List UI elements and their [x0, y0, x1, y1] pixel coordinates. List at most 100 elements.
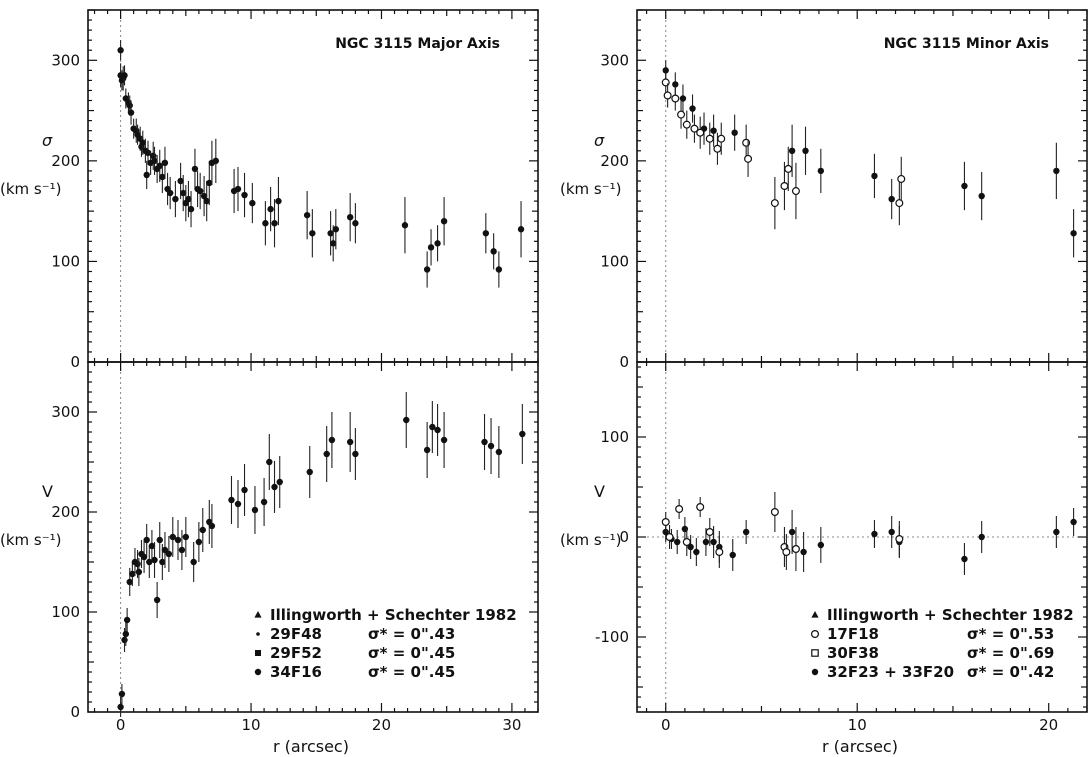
data-point [195, 538, 203, 546]
data-point [519, 430, 526, 438]
legend-sigma: σ* = 0".42 [967, 663, 1054, 681]
data-point [802, 147, 809, 154]
data-point [174, 536, 182, 544]
data-point [159, 173, 166, 181]
y-tick-label: 200 [51, 503, 80, 521]
data-point [271, 220, 278, 227]
chart-title: NGC 3115 Major Axis [335, 36, 500, 52]
y-tick-label: 0 [619, 353, 629, 371]
y-tick-label: 300 [51, 403, 80, 421]
legend-sigma: σ* = 0".45 [368, 663, 455, 681]
data-point [495, 266, 503, 273]
data-point [696, 503, 705, 512]
data-point [148, 542, 156, 550]
data-point [143, 536, 150, 544]
data-point [663, 91, 672, 100]
data-point [135, 568, 143, 576]
data-point [306, 468, 313, 476]
data-point [791, 544, 800, 553]
data-point [817, 167, 825, 175]
x-tick-label: 0 [116, 716, 126, 734]
y-tick-label: 0 [619, 528, 629, 546]
legend-marker [255, 650, 261, 656]
data-point [710, 127, 717, 134]
data-point [180, 189, 187, 197]
data-point [346, 438, 354, 446]
legend-label: 30F38 [827, 644, 879, 662]
data-point [696, 128, 705, 137]
legend-label: 34F16 [270, 663, 322, 681]
y-tick-label: 300 [51, 51, 80, 69]
data-point [121, 72, 128, 79]
data-point [672, 81, 679, 88]
x-tick-label: 20 [372, 716, 391, 734]
data-point [677, 110, 686, 119]
panel-right-bottom [636, 361, 1088, 713]
data-point [674, 538, 681, 546]
data-point [146, 558, 153, 566]
data-point [271, 483, 278, 491]
data-point [121, 636, 128, 644]
data-point [517, 226, 525, 233]
y-tick-label: 100 [600, 428, 629, 446]
data-point [682, 120, 691, 129]
data-point [710, 538, 717, 546]
data-point [871, 530, 878, 538]
data-point [228, 496, 235, 504]
legend-label: 32F23 + 33F20 [827, 663, 954, 681]
data-point [434, 240, 441, 247]
data-point [661, 517, 670, 526]
data-point [744, 154, 753, 163]
data-point [770, 199, 779, 208]
x-axis-label: r (arcsec) [273, 737, 349, 756]
data-point [267, 205, 274, 213]
data-point [784, 164, 793, 173]
legend-label: 29F48 [270, 625, 322, 643]
data-point [156, 162, 163, 170]
data-point [423, 446, 431, 454]
data-point [705, 527, 714, 536]
data-point [800, 548, 807, 556]
data-point [134, 560, 141, 568]
legend-marker [811, 649, 819, 657]
y-tick-label: 0 [70, 703, 80, 721]
y-axis-label: V [42, 482, 53, 501]
data-point [117, 703, 124, 711]
data-point [770, 508, 779, 517]
data-point [127, 109, 135, 116]
data-point [662, 67, 669, 74]
data-point [129, 570, 136, 578]
data-point [275, 197, 282, 205]
x-tick-label: 0 [661, 716, 671, 734]
data-point [482, 230, 490, 237]
data-point [251, 506, 259, 514]
data-point [199, 526, 206, 534]
legend-marker [254, 668, 262, 676]
plot-frame [636, 9, 1088, 363]
data-point [191, 165, 199, 173]
data-point [323, 450, 330, 458]
data-point [177, 177, 184, 185]
plot-frame [87, 9, 539, 363]
data-point [260, 498, 268, 506]
data-point [241, 486, 248, 494]
data-point [895, 534, 904, 543]
data-point [241, 191, 248, 199]
data-point [200, 192, 208, 200]
data-point [495, 448, 503, 456]
data-point [187, 205, 195, 213]
data-point [788, 147, 796, 154]
data-point [717, 134, 726, 143]
data-point [742, 528, 750, 536]
data-point [266, 458, 273, 466]
data-point [190, 558, 197, 566]
data-point [687, 543, 694, 551]
data-point [139, 139, 146, 146]
data-point [203, 197, 210, 205]
data-point [715, 547, 724, 556]
data-point [780, 182, 789, 191]
data-point [978, 192, 985, 200]
data-point [182, 533, 190, 541]
legend-label: 17F18 [827, 625, 879, 643]
